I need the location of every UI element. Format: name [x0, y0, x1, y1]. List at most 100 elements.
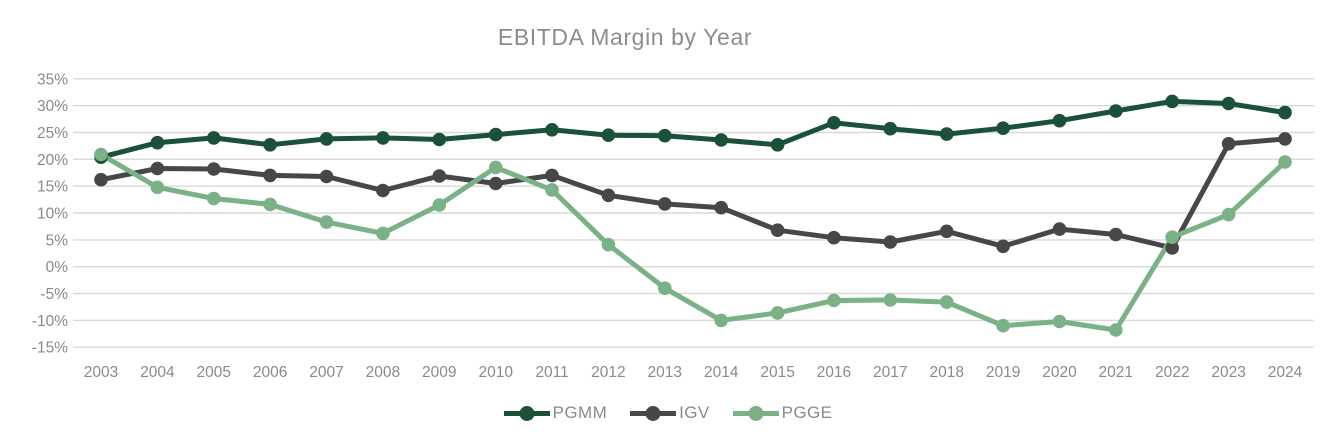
- data-point-pgge: [94, 147, 108, 162]
- x-tick-label: 2008: [366, 364, 400, 381]
- data-point-igv: [1165, 241, 1179, 255]
- x-tick-label: 2006: [253, 364, 287, 381]
- data-point-igv: [658, 197, 672, 211]
- data-point-igv: [150, 161, 165, 176]
- x-tick-label: 2013: [648, 364, 682, 381]
- data-point-pgmm: [488, 127, 503, 142]
- data-point-pgge: [714, 313, 728, 328]
- data-point-pgge: [1221, 207, 1236, 222]
- data-point-pgmm: [883, 121, 898, 136]
- series-markers: [94, 94, 1292, 337]
- data-point-pgmm: [658, 128, 672, 143]
- x-tick-label: 2022: [1155, 364, 1189, 381]
- legend-item-pgmm: PGMM: [503, 403, 607, 423]
- x-tick-label: 2003: [84, 364, 118, 381]
- data-point-igv: [996, 239, 1010, 254]
- y-tick-label: 10%: [37, 206, 68, 223]
- legend-label: PGGE: [781, 403, 833, 422]
- data-point-igv: [432, 169, 447, 183]
- data-point-pgmm: [263, 138, 277, 152]
- x-tick-label: 2004: [140, 364, 175, 381]
- y-tick-label: 0%: [46, 259, 69, 276]
- data-point-pgge: [376, 226, 390, 241]
- data-point-pgmm: [1165, 94, 1179, 109]
- data-point-igv: [827, 230, 841, 245]
- data-point-pgmm: [207, 131, 221, 145]
- data-point-pgge: [1278, 155, 1292, 169]
- x-tick-label: 2005: [197, 364, 231, 381]
- data-point-pgmm: [601, 128, 616, 142]
- data-point-pgge: [1165, 230, 1179, 244]
- data-point-pgge: [432, 198, 447, 212]
- data-point-pgmm: [545, 123, 559, 137]
- x-tick-label: 2009: [422, 364, 456, 381]
- data-point-pgmm: [319, 132, 334, 146]
- data-point-igv: [545, 168, 559, 183]
- data-point-pgmm: [770, 138, 785, 152]
- gridlines: [73, 78, 1314, 348]
- chart-title: EBITDA Margin by Year: [497, 24, 753, 50]
- data-point-pgge: [545, 183, 559, 197]
- x-tick-label: 2014: [704, 364, 739, 381]
- data-point-pgmm: [939, 127, 954, 141]
- x-tick-label: 2020: [1042, 364, 1077, 381]
- y-tick-label: 30%: [37, 98, 68, 115]
- y-tick-label: 20%: [37, 152, 68, 169]
- y-tick-label: -15%: [32, 340, 68, 357]
- legend-item-igv: IGV: [629, 403, 710, 423]
- series-line-pgge: [98, 152, 1288, 333]
- data-point-igv: [939, 224, 954, 239]
- legend-marker-line-dot-icon: [732, 405, 779, 421]
- data-point-pgge: [939, 295, 954, 309]
- x-tick-label: 2018: [929, 364, 963, 381]
- data-point-igv: [1052, 222, 1067, 236]
- y-tick-label: 15%: [37, 179, 68, 196]
- y-tick-label: -10%: [32, 313, 68, 330]
- x-tick-label: 2016: [817, 364, 851, 381]
- data-point-pgmm: [1109, 104, 1123, 118]
- data-point-igv: [376, 183, 390, 198]
- legend-label: PGMM: [552, 403, 608, 422]
- y-tick-label: 35%: [37, 71, 68, 88]
- data-point-pgge: [207, 191, 221, 206]
- series-line-pgmm: [98, 98, 1288, 160]
- data-point-pgmm: [376, 131, 390, 145]
- data-point-igv: [488, 176, 503, 191]
- legend-label: IGV: [679, 403, 710, 422]
- data-point-igv: [1278, 132, 1292, 146]
- data-point-pgmm: [714, 133, 728, 147]
- data-point-pgmm: [827, 116, 841, 130]
- series-line-igv: [98, 136, 1288, 251]
- data-point-pgge: [1109, 323, 1123, 337]
- data-point-igv: [770, 223, 785, 237]
- data-point-igv: [94, 172, 108, 187]
- data-point-pgmm: [1278, 105, 1292, 120]
- data-point-igv: [883, 235, 898, 249]
- chart-legend: PGMM IGV PGGE: [0, 403, 1335, 423]
- data-point-igv: [714, 200, 728, 215]
- data-point-pgge: [263, 197, 277, 212]
- x-tick-label: 2017: [873, 364, 907, 381]
- data-point-igv: [1109, 227, 1123, 242]
- data-point-pgmm: [432, 132, 447, 147]
- data-point-pgmm: [1221, 96, 1236, 111]
- x-axis-tick-labels: 2003 2004 2005 2006 2007 2008 2009 2010 2011 2012…: [84, 364, 1303, 381]
- x-tick-label: 2012: [591, 364, 625, 381]
- data-point-pgmm: [996, 121, 1010, 135]
- x-tick-label: 2021: [1099, 364, 1133, 381]
- x-tick-label: 2007: [309, 364, 343, 381]
- data-point-pgge: [488, 160, 503, 175]
- data-point-igv: [319, 169, 334, 184]
- data-point-pgmm: [1052, 113, 1067, 128]
- y-tick-label: -5%: [40, 286, 68, 303]
- data-point-pgge: [601, 237, 616, 252]
- y-axis-tick-labels: 35% 30% 25% 20% 15% 10% 5% 0% -5% -10% -15%: [32, 71, 68, 356]
- x-tick-label: 2011: [535, 364, 568, 381]
- data-point-pgge: [319, 215, 334, 229]
- x-tick-label: 2015: [760, 364, 794, 381]
- data-point-pgge: [658, 281, 672, 296]
- data-point-igv: [207, 162, 221, 176]
- x-tick-label: 2024: [1268, 364, 1303, 381]
